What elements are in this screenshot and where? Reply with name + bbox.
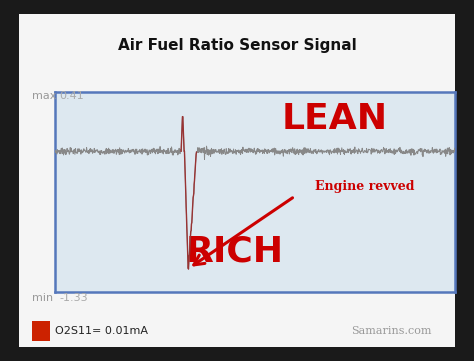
Text: min: min [32,293,54,303]
Text: -1.33: -1.33 [59,293,88,303]
Text: Air Fuel Ratio Sensor Signal: Air Fuel Ratio Sensor Signal [118,38,356,53]
Text: max: max [32,91,56,101]
Text: O2S11= 0.01mA: O2S11= 0.01mA [55,326,147,336]
Text: Engine revved: Engine revved [315,180,414,193]
Text: LEAN: LEAN [282,102,388,136]
Text: Samarins.com: Samarins.com [351,326,431,336]
Text: RICH: RICH [186,234,284,268]
Text: 0.41: 0.41 [59,91,84,101]
